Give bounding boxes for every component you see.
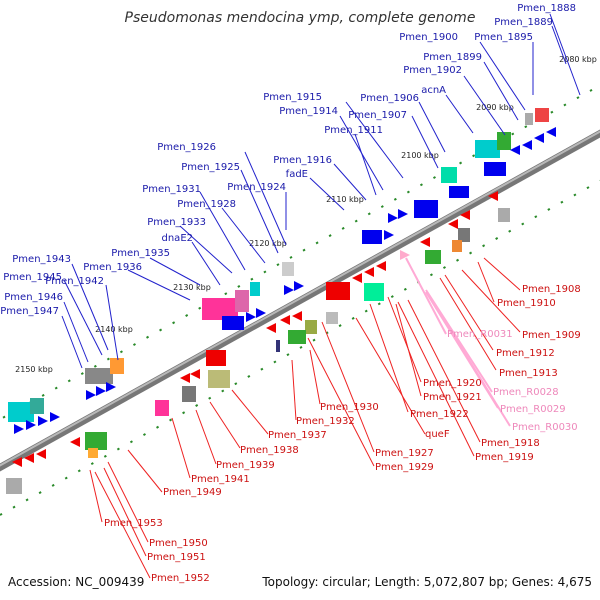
kbp-label: 2150 kbp: [15, 365, 53, 374]
gene-label: Pmen_1911: [324, 125, 383, 136]
gene-label: Pmen_1937: [268, 430, 327, 441]
gene-label: Pmen_1922: [410, 409, 469, 420]
gene-label: Pmen_R0029: [500, 404, 566, 415]
gene-label: Pmen_1938: [240, 445, 299, 456]
gene-label: Pmen_1913: [499, 368, 558, 379]
gene-label: Pmen_1947: [0, 306, 59, 317]
gene-label: Pmen_1931: [142, 184, 201, 195]
gene-label: Pmen_1920: [423, 378, 482, 389]
gene-label: Pmen_1952: [151, 573, 210, 584]
gene-label: Pmen_1902: [403, 65, 462, 76]
gene-label: Pmen_1889: [494, 17, 553, 28]
kbp-label: 2090 kbp: [476, 103, 514, 112]
gene-label: Pmen_1912: [496, 348, 555, 359]
gene-label: queF: [425, 429, 450, 440]
gene-label: Pmen_1910: [497, 298, 556, 309]
gene-label: Pmen_1953: [104, 518, 163, 529]
rna-labels: Pmen_R0031 Pmen_R0028 Pmen_R0029 Pmen_R0030: [447, 329, 578, 433]
minus-strand-labels: Pmen_1908Pmen_1910Pmen_1909Pmen_1912Pmen…: [104, 284, 581, 584]
gene-label: Pmen_1927: [375, 448, 434, 459]
gene-label: Pmen_1930: [320, 402, 379, 413]
gene-label: Pmen_1935: [111, 248, 170, 259]
gene-label: Pmen_1933: [147, 217, 206, 228]
gene-label: Pmen_1950: [149, 538, 208, 549]
gene-label: Pmen_1943: [12, 254, 71, 265]
gene-label: Pmen_1921: [423, 392, 482, 403]
plus-strand-labels: Pmen_1888 Pmen_1889 Pmen_1895 Pmen_1900 Pmen…: [0, 3, 576, 317]
plus-leader-lines: [61, 13, 581, 369]
accession-label: Accession: NC_009439: [8, 575, 144, 589]
gene-label: Pmen_1925: [181, 162, 240, 173]
gene-label: Pmen_1906: [360, 93, 419, 104]
kbp-scale: 2080 kbp 2090 kbp 2100 kbp 2110 kbp 2120 kbp…: [15, 55, 597, 374]
gene-label: fadE: [286, 169, 308, 180]
gene-label: Pmen_1941: [191, 474, 250, 485]
kbp-label: 2140 kbp: [95, 325, 133, 334]
kbp-label: 2120 kbp: [249, 239, 287, 248]
gene-label: Pmen_1942: [45, 276, 104, 287]
kbp-label: 2100 kbp: [401, 151, 439, 160]
kbp-label: 2130 kbp: [173, 283, 211, 292]
gene-label: dnaE2: [162, 233, 194, 244]
summary-label: Topology: circular; Length: 5,072,807 bp…: [261, 575, 592, 589]
gene-label: Pmen_1926: [157, 142, 216, 153]
gene-label: Pmen_1888: [517, 3, 576, 14]
kbp-label: 2080 kbp: [559, 55, 597, 64]
gene-label: Pmen_1932: [296, 416, 355, 427]
gene-label: Pmen_1939: [216, 460, 275, 471]
gene-label: Pmen_R0031: [447, 329, 513, 340]
gene-label: Pmen_1895: [474, 32, 533, 43]
gene-label: Pmen_1908: [522, 284, 581, 295]
gene-label: Pmen_1924: [227, 182, 286, 193]
gene-label: Pmen_1900: [399, 32, 458, 43]
minus-strand-genes: [6, 191, 510, 494]
minus-leader-lines: [89, 257, 521, 579]
gene-label: Pmen_1899: [423, 52, 482, 63]
gene-label: Pmen_R0028: [493, 387, 559, 398]
gene-label: Pmen_1919: [475, 452, 534, 463]
gene-label: Pmen_1916: [273, 155, 332, 166]
genome-backbone: [0, 129, 600, 472]
gene-label: Pmen_1946: [4, 292, 63, 303]
gene-label: Pmen_1915: [263, 92, 322, 103]
kbp-label: 2110 kbp: [326, 195, 364, 204]
gene-label: Pmen_1928: [177, 199, 236, 210]
gene-label: Pmen_1914: [279, 106, 338, 117]
gene-label: Pmen_1949: [163, 487, 222, 498]
gene-label: Pmen_1929: [375, 462, 434, 473]
gene-label: Pmen_1945: [3, 272, 62, 283]
map-title: Pseudomonas mendocina ymp, complete geno…: [125, 10, 476, 26]
gene-label: Pmen_1936: [83, 262, 142, 273]
gene-label: Pmen_R0030: [512, 422, 578, 433]
gene-label: acnA: [421, 85, 446, 96]
gene-label: Pmen_1951: [147, 552, 206, 563]
rna-leader-lines: [405, 257, 511, 427]
gene-label: Pmen_1909: [522, 330, 581, 341]
plus-strand-genes: [8, 108, 556, 434]
gene-label: Pmen_1918: [481, 438, 540, 449]
gene-label: Pmen_1907: [348, 110, 407, 121]
